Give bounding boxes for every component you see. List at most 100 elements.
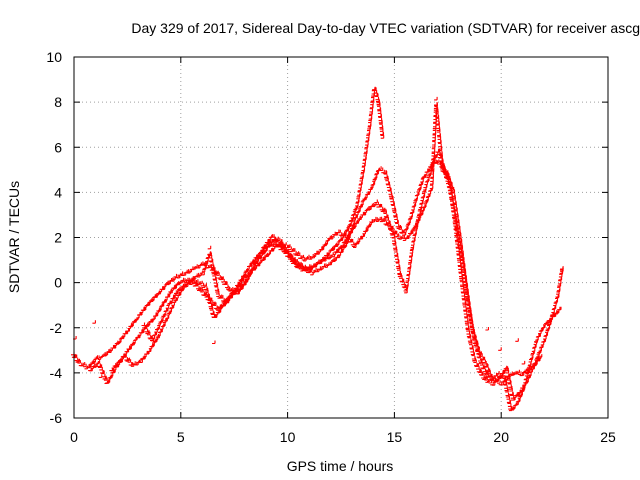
y-tick-label: 4 — [54, 184, 62, 200]
data-point — [374, 199, 386, 213]
data-point — [429, 102, 438, 190]
data-point — [513, 369, 522, 375]
data-point — [353, 198, 365, 219]
data-point — [404, 246, 414, 294]
data-point — [395, 223, 405, 234]
data-point — [543, 316, 553, 340]
data-point — [502, 375, 513, 410]
data-point — [118, 348, 130, 362]
data-point — [534, 327, 544, 343]
data-point — [483, 361, 493, 378]
data-point — [466, 328, 476, 362]
x-tick-label: 10 — [280, 429, 296, 445]
data-point — [77, 360, 89, 370]
data-point — [284, 244, 296, 253]
chart-title: Day 329 of 2017, Sidereal Day-to-day VTE… — [131, 20, 640, 36]
data-point — [408, 196, 418, 220]
data-point — [318, 237, 330, 251]
data-point — [440, 167, 450, 177]
data-point — [207, 245, 212, 250]
data-point — [147, 334, 160, 353]
data-point — [382, 170, 393, 197]
data-point — [194, 279, 206, 289]
y-axis-tick-labels: -6 -4 -2 0 2 4 6 8 10 — [46, 49, 62, 426]
series-trace-4 — [141, 102, 564, 401]
data-point — [310, 249, 322, 259]
data-point — [476, 350, 486, 364]
data-point — [361, 219, 373, 237]
data-point — [318, 262, 330, 271]
series-outliers — [73, 96, 564, 378]
data-point — [241, 270, 253, 278]
data-point — [71, 351, 81, 363]
x-tick-label: 20 — [493, 429, 509, 445]
data-point — [156, 282, 168, 295]
data-point — [367, 87, 376, 127]
data-point — [421, 187, 433, 211]
data-point — [207, 297, 219, 310]
data-point — [96, 360, 109, 385]
data-point — [479, 359, 489, 376]
data-point — [192, 261, 204, 270]
data-point — [250, 250, 262, 263]
x-tick-label: 25 — [600, 429, 616, 445]
data-point — [457, 232, 468, 285]
data-point — [558, 306, 562, 311]
data-point — [327, 231, 339, 240]
axis-ticks — [73, 56, 609, 419]
data-point — [250, 260, 262, 272]
data-point — [402, 216, 412, 236]
data-point — [434, 96, 438, 101]
data-point — [100, 348, 112, 358]
data-point — [145, 292, 159, 307]
data-point — [380, 135, 385, 139]
data-point — [86, 356, 97, 369]
data-point — [152, 302, 164, 320]
data-point — [126, 317, 138, 332]
data-point — [397, 273, 408, 292]
data-point — [267, 243, 279, 255]
x-axis-tick-labels: 0 5 10 15 20 25 — [70, 429, 616, 445]
data-point — [389, 195, 399, 224]
data-point — [88, 361, 99, 372]
data-point — [376, 166, 385, 174]
data-point — [109, 340, 121, 352]
data-point — [530, 353, 540, 371]
data-point — [276, 241, 287, 248]
y-tick-label: 10 — [46, 49, 62, 65]
data-point — [517, 382, 527, 394]
y-tick-label: -4 — [50, 365, 63, 381]
y-tick-label: 6 — [54, 139, 62, 155]
data-point — [376, 99, 385, 136]
data-point — [335, 229, 347, 237]
data-point — [528, 338, 538, 366]
data-point — [118, 328, 130, 343]
data-point — [203, 283, 216, 318]
data-point — [98, 374, 103, 378]
data-point — [207, 251, 220, 295]
data-point — [391, 234, 402, 276]
data-point — [479, 371, 488, 381]
data-point — [498, 347, 502, 351]
data-point — [470, 328, 480, 351]
y-tick-label: -6 — [50, 410, 63, 426]
y-tick-label: 0 — [54, 275, 62, 291]
data-point — [306, 262, 317, 272]
data-point — [459, 278, 470, 330]
data-point — [150, 320, 162, 342]
x-tick-label: 5 — [177, 429, 185, 445]
data-point — [184, 266, 195, 274]
data-point — [370, 168, 380, 189]
data-point — [504, 366, 515, 399]
data-point — [395, 233, 407, 241]
x-axis-label: GPS time / hours — [287, 458, 394, 474]
data-point — [555, 267, 564, 298]
y-tick-label: 8 — [54, 94, 62, 110]
data-point — [261, 234, 273, 249]
data-point — [109, 359, 121, 372]
data-point — [224, 290, 236, 304]
data-point — [446, 176, 457, 225]
data-point — [314, 256, 326, 266]
data-point — [344, 234, 356, 247]
data-point — [167, 290, 179, 305]
